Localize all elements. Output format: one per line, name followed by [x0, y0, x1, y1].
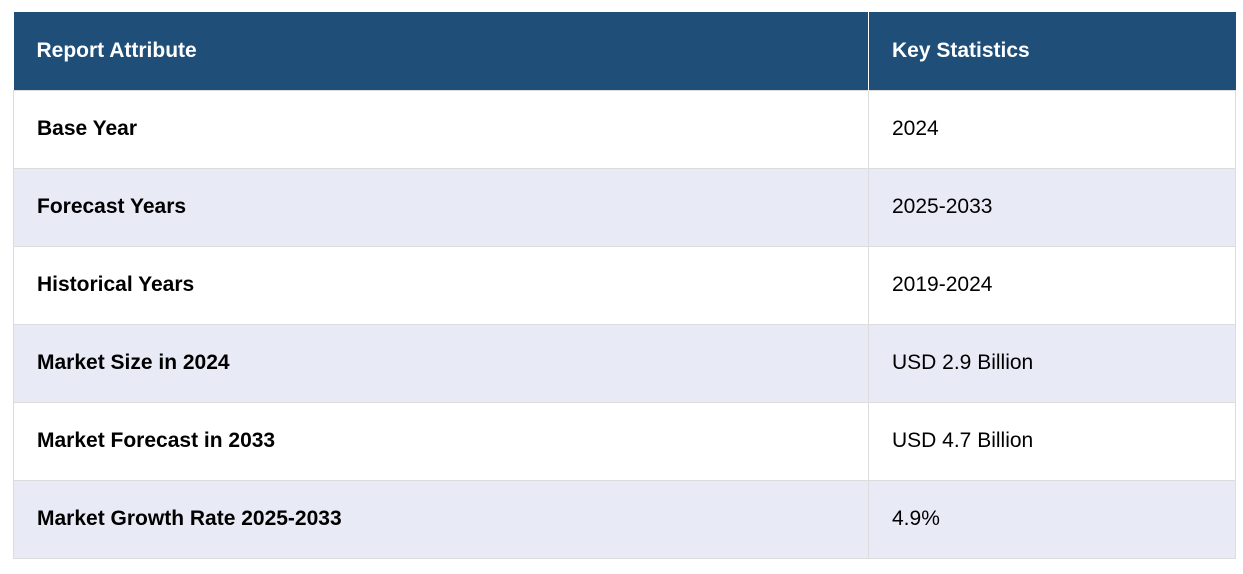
- row-value: 2025-2033: [868, 167, 1236, 247]
- table-row: Base Year 2024: [13, 89, 1236, 169]
- row-value: 2019-2024: [868, 245, 1236, 325]
- row-value: USD 4.7 Billion: [868, 401, 1236, 481]
- row-attribute: Market Growth Rate 2025-2033: [13, 479, 869, 559]
- row-value: USD 2.9 Billion: [868, 323, 1236, 403]
- row-attribute: Market Size in 2024: [13, 323, 869, 403]
- table-row: Market Size in 2024 USD 2.9 Billion: [13, 323, 1236, 403]
- table-body: Base Year 2024 Forecast Years 2025-2033 …: [13, 89, 1236, 559]
- header-key-statistics: Key Statistics: [868, 12, 1236, 90]
- header-report-attribute: Report Attribute: [13, 12, 869, 90]
- report-statistics-table: Report Attribute Key Statistics Base Yea…: [13, 12, 1236, 559]
- row-attribute: Forecast Years: [13, 167, 869, 247]
- header-row: Report Attribute Key Statistics: [13, 12, 1236, 90]
- row-value: 2024: [868, 89, 1236, 169]
- row-attribute: Base Year: [13, 89, 869, 169]
- row-attribute: Historical Years: [13, 245, 869, 325]
- table-row: Market Forecast in 2033 USD 4.7 Billion: [13, 401, 1236, 481]
- table-row: Market Growth Rate 2025-2033 4.9%: [13, 479, 1236, 559]
- table-row: Historical Years 2019-2024: [13, 245, 1236, 325]
- table-row: Forecast Years 2025-2033: [13, 167, 1236, 247]
- row-attribute: Market Forecast in 2033: [13, 401, 869, 481]
- table-header: Report Attribute Key Statistics: [13, 12, 1236, 90]
- row-value: 4.9%: [868, 479, 1236, 559]
